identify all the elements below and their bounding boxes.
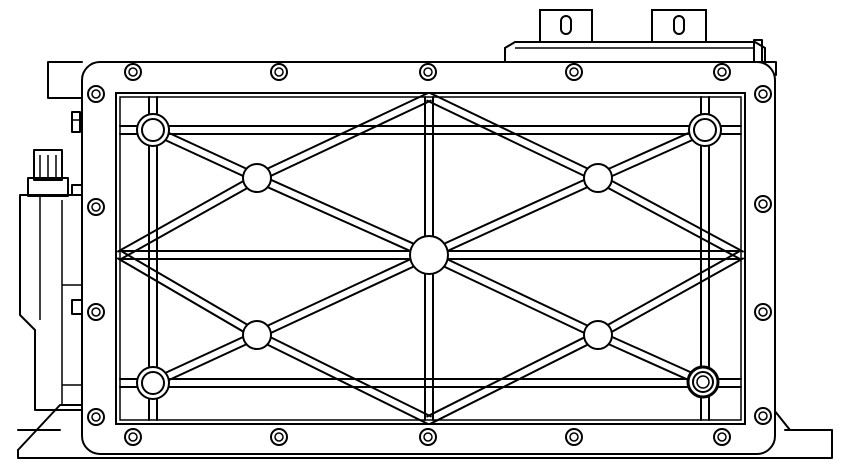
rib-edge (429, 250, 601, 333)
rib-nodes (136, 113, 722, 400)
bolt-icon (713, 428, 731, 446)
rib-edge (257, 99, 432, 183)
boss-inner (693, 118, 717, 142)
rib-edge (598, 173, 744, 253)
bolt-icon (754, 195, 772, 213)
rib-edge (595, 125, 705, 176)
bolt-icon (419, 63, 437, 81)
rib-edge (429, 92, 601, 176)
bolt-icon (270, 63, 288, 81)
rib-node (583, 163, 613, 193)
rear-rail (47, 61, 777, 99)
rib-edge (598, 257, 744, 340)
rib-node (409, 235, 449, 275)
rib-edge (595, 337, 705, 388)
bolt-icon (87, 408, 105, 426)
rib-edge (595, 250, 741, 333)
rib-edge (426, 330, 598, 418)
rib-edge (595, 180, 741, 260)
rib-node (242, 163, 272, 193)
top-connector-block (504, 9, 766, 63)
access-plug (686, 365, 720, 399)
rib-edge (153, 337, 260, 388)
tab-slot-icon (560, 15, 572, 35)
rib-edge (254, 92, 429, 176)
rib-edge (254, 250, 429, 333)
bolt-icon (713, 63, 731, 81)
bolt-icon (124, 63, 142, 81)
tab-slot-icon (673, 15, 685, 35)
rib-edge (254, 180, 429, 260)
side-connector-housing (19, 111, 83, 411)
rib-edge (257, 257, 432, 340)
rib-edge (257, 330, 432, 418)
rib-edge (121, 250, 261, 333)
bolt-icon (754, 303, 772, 321)
bolt-icon (565, 63, 583, 81)
rib-edge (598, 132, 708, 183)
connector-plug-icon (33, 149, 63, 181)
bolt-icon (270, 428, 288, 446)
bolt-icon (754, 85, 772, 103)
rib-edge (120, 180, 260, 260)
boss-inner (141, 371, 165, 395)
rib-edge (429, 180, 601, 260)
bolt-icon (124, 428, 142, 446)
mounting-tab-right (651, 9, 707, 43)
bolt-icon (87, 303, 105, 321)
rib-node (583, 320, 613, 350)
boss-inner (141, 118, 165, 142)
mounting-tab-left (539, 9, 593, 43)
rib-edge (429, 337, 601, 425)
rib-edge (116, 257, 256, 340)
rib-edge (254, 337, 429, 425)
bolt-icon (565, 428, 583, 446)
rib-edge (426, 173, 598, 253)
rib-edge (153, 125, 260, 176)
rib-edge (257, 173, 432, 253)
rib-edge (598, 330, 708, 381)
rib-edge (426, 99, 598, 183)
bolt-icon (754, 407, 772, 425)
bolt-icon (87, 85, 105, 103)
perimeter-bolts (87, 63, 772, 446)
rib-edge (150, 132, 257, 183)
bolt-icon (419, 428, 437, 446)
rib-edge (150, 330, 257, 381)
bolt-icon (87, 198, 105, 216)
rib-edge (426, 257, 598, 340)
rib-edge (117, 173, 257, 253)
rib-node (242, 320, 272, 350)
